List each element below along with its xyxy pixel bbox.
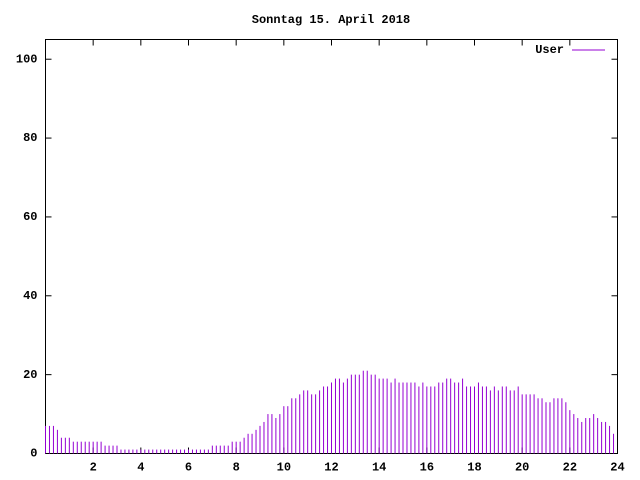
x-tick-label: 22 (563, 461, 577, 475)
x-tick-label: 16 (420, 461, 434, 475)
x-tick-label: 18 (467, 461, 481, 475)
x-tick-label: 24 (610, 461, 624, 475)
chart-title: Sonntag 15. April 2018 (252, 13, 410, 27)
y-tick-label: 60 (23, 210, 37, 224)
y-tick-label: 40 (23, 289, 37, 303)
y-tick-label: 80 (23, 131, 37, 145)
x-tick-label: 4 (137, 461, 144, 475)
x-tick-label: 20 (515, 461, 529, 475)
x-tick-label: 2 (90, 461, 97, 475)
y-tick-label: 20 (23, 368, 37, 382)
legend-label: User (535, 43, 564, 57)
x-tick-label: 14 (372, 461, 386, 475)
x-tick-label: 6 (185, 461, 192, 475)
x-tick-label: 10 (277, 461, 291, 475)
y-tick-label: 100 (16, 52, 38, 66)
y-tick-label: 0 (30, 447, 37, 461)
x-tick-label: 8 (233, 461, 240, 475)
x-tick-label: 12 (324, 461, 338, 475)
